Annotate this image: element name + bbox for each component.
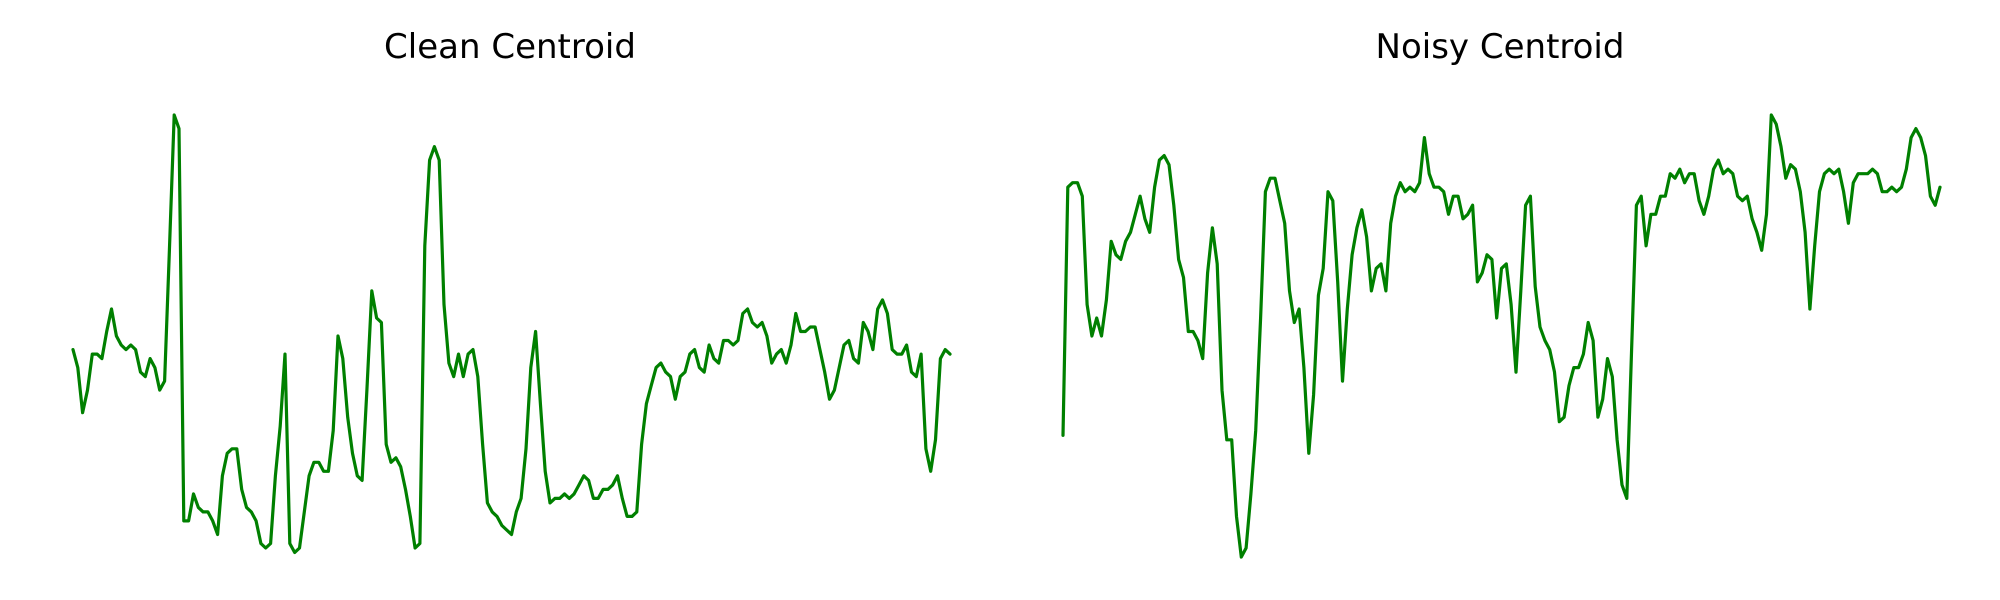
clean-centroid-series-line-0 — [71, 113, 952, 555]
clean-centroid-panel: Clean Centroid — [71, 27, 952, 555]
clean-centroid-title: Clean Centroid — [384, 27, 636, 67]
noisy-centroid-series-line-0 — [1061, 113, 1942, 559]
noisy-centroid-series — [1061, 113, 1942, 559]
noisy-centroid-panel: Noisy Centroid — [1061, 27, 1942, 559]
clean-centroid-series — [71, 113, 952, 555]
noisy-centroid-title: Noisy Centroid — [1376, 27, 1625, 67]
